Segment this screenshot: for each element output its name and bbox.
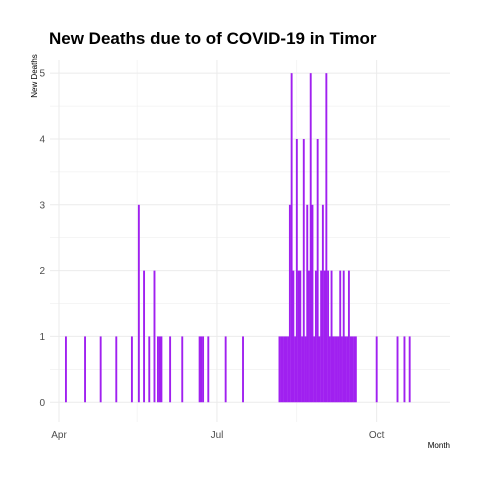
y-tick-label: 2: [39, 266, 45, 277]
bar: [351, 336, 354, 403]
y-tick-label: 0: [39, 398, 45, 409]
bar: [297, 270, 300, 403]
bar: [283, 336, 286, 403]
bar: [304, 336, 307, 403]
bar: [181, 336, 184, 403]
bar: [278, 336, 281, 403]
bar: [242, 336, 244, 403]
bar: [346, 336, 349, 403]
bar: [327, 270, 330, 403]
bar: [316, 138, 319, 403]
bar: [169, 336, 172, 403]
bar: [285, 336, 288, 403]
bar: [299, 270, 302, 403]
bar: [115, 336, 118, 403]
bar: [143, 270, 146, 403]
bar: [354, 336, 357, 403]
bar: [280, 336, 283, 403]
bar: [344, 336, 347, 403]
y-tick-label: 3: [39, 200, 45, 211]
bar: [157, 336, 159, 403]
bar: [130, 336, 133, 403]
bar: [309, 73, 312, 403]
x-tick-label: Apr: [51, 430, 67, 441]
bar: [325, 73, 328, 403]
bar: [153, 270, 156, 403]
bar: [314, 270, 317, 403]
bar: [320, 270, 323, 403]
bar: [290, 73, 293, 403]
bar: [308, 270, 310, 403]
y-tick-label: 1: [39, 332, 45, 343]
y-tick-labels: 0 1 2 3 4 5: [39, 69, 45, 409]
bar: [288, 204, 291, 403]
bar: [347, 270, 350, 403]
bar: [295, 138, 298, 403]
bar: [328, 336, 331, 403]
bar: [294, 336, 297, 403]
bar: [408, 336, 411, 403]
bar: [323, 270, 326, 403]
bar: [84, 336, 86, 403]
y-tick-label: 4: [39, 134, 45, 145]
bars: [64, 73, 411, 403]
bar: [306, 204, 309, 403]
bar: [341, 336, 343, 403]
bar: [64, 336, 67, 403]
bar: [330, 270, 333, 403]
bar: [337, 336, 340, 403]
bar: [202, 336, 205, 403]
bar: [375, 336, 378, 403]
bar: [335, 336, 338, 403]
bar: [318, 336, 321, 403]
bar: [198, 336, 201, 403]
y-axis-label: New Deaths: [30, 54, 39, 98]
bar: [321, 204, 324, 403]
bar: [148, 336, 151, 403]
bar: [353, 336, 356, 403]
x-axis-label: Month: [428, 441, 450, 450]
bar: [311, 204, 314, 403]
x-tick-labels: Apr Jul Oct: [51, 430, 384, 441]
grid: [50, 60, 450, 422]
bar: [200, 336, 203, 403]
chart-title: New Deaths due to of COVID-19 in Timor: [49, 29, 377, 48]
bar: [302, 138, 305, 403]
bar: [224, 336, 227, 403]
bar: [301, 336, 303, 403]
bar: [207, 336, 210, 403]
x-tick-label: Oct: [369, 430, 385, 441]
bar: [403, 336, 406, 403]
bar: [313, 336, 316, 403]
bar: [342, 270, 345, 403]
bar: [99, 336, 102, 403]
bar: [287, 336, 290, 403]
bar: [349, 336, 352, 403]
y-tick-label: 5: [39, 69, 45, 80]
bar: [332, 336, 335, 403]
x-tick-label: Jul: [211, 430, 224, 441]
bar: [158, 336, 161, 403]
bar: [137, 204, 140, 403]
bar: [281, 336, 284, 403]
bar: [339, 270, 342, 403]
bar: [292, 270, 295, 403]
bar: [396, 336, 399, 403]
bar: [160, 336, 163, 403]
bar: [334, 336, 336, 403]
